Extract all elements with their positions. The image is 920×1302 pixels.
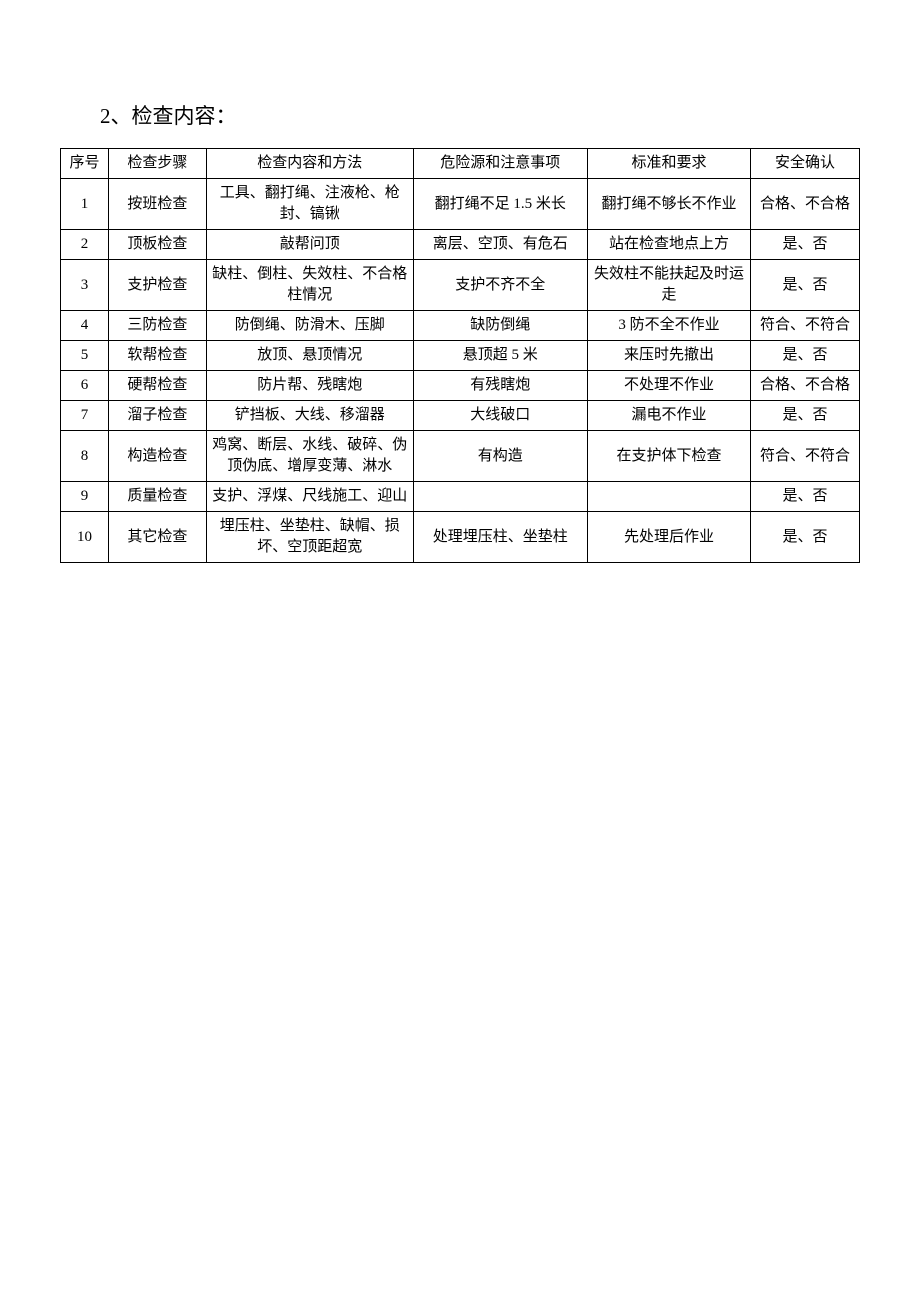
- table-cell: 合格、不合格: [751, 371, 860, 401]
- table-cell: 翻打绳不够长不作业: [587, 179, 750, 230]
- table-cell: 先处理后作业: [587, 512, 750, 563]
- table-row: 7溜子检查铲挡板、大线、移溜器大线破口漏电不作业是、否: [61, 401, 860, 431]
- table-cell: 构造检查: [108, 431, 206, 482]
- table-cell: 3: [61, 260, 109, 311]
- table-cell: 7: [61, 401, 109, 431]
- table-cell: 防片帮、残瞎炮: [206, 371, 413, 401]
- column-header: 序号: [61, 149, 109, 179]
- column-header: 标准和要求: [587, 149, 750, 179]
- table-cell: 溜子检查: [108, 401, 206, 431]
- table-cell: 缺柱、倒柱、失效柱、不合格柱情况: [206, 260, 413, 311]
- table-cell: 6: [61, 371, 109, 401]
- table-cell: 支护不齐不全: [413, 260, 587, 311]
- table-cell: 不处理不作业: [587, 371, 750, 401]
- table-cell: 来压时先撤出: [587, 341, 750, 371]
- table-cell: 铲挡板、大线、移溜器: [206, 401, 413, 431]
- table-cell: 顶板检查: [108, 230, 206, 260]
- table-cell: 漏电不作业: [587, 401, 750, 431]
- table-cell: 符合、不符合: [751, 431, 860, 482]
- table-cell: 敲帮问顶: [206, 230, 413, 260]
- table-cell: 离层、空顶、有危石: [413, 230, 587, 260]
- table-cell: 有构造: [413, 431, 587, 482]
- table-cell: 翻打绳不足 1.5 米长: [413, 179, 587, 230]
- table-row: 8构造检查鸡窝、断层、水线、破碎、伪顶伪底、增厚变薄、淋水有构造在支护体下检查符…: [61, 431, 860, 482]
- table-cell: 是、否: [751, 260, 860, 311]
- table-cell: 3 防不全不作业: [587, 311, 750, 341]
- table-cell: 支护、浮煤、尺线施工、迎山: [206, 482, 413, 512]
- table-body: 1按班检查工具、翻打绳、注液枪、枪封、镐锹翻打绳不足 1.5 米长翻打绳不够长不…: [61, 179, 860, 563]
- inspection-table: 序号 检查步骤 检查内容和方法 危险源和注意事项 标准和要求 安全确认 1按班检…: [60, 148, 860, 563]
- table-cell: 大线破口: [413, 401, 587, 431]
- table-cell: 站在检查地点上方: [587, 230, 750, 260]
- table-row: 10其它检查埋压柱、坐垫柱、缺帽、损坏、空顶距超宽处理埋压柱、坐垫柱先处理后作业…: [61, 512, 860, 563]
- column-header: 危险源和注意事项: [413, 149, 587, 179]
- table-cell: 防倒绳、防滑木、压脚: [206, 311, 413, 341]
- column-header: 检查步骤: [108, 149, 206, 179]
- table-cell: 2: [61, 230, 109, 260]
- table-cell: 处理埋压柱、坐垫柱: [413, 512, 587, 563]
- table-cell: 支护检查: [108, 260, 206, 311]
- table-cell: 鸡窝、断层、水线、破碎、伪顶伪底、增厚变薄、淋水: [206, 431, 413, 482]
- table-row: 2顶板检查敲帮问顶离层、空顶、有危石站在检查地点上方是、否: [61, 230, 860, 260]
- table-cell: 质量检查: [108, 482, 206, 512]
- table-cell: [413, 482, 587, 512]
- section-title: 2、检查内容：: [100, 100, 860, 130]
- table-cell: 8: [61, 431, 109, 482]
- table-cell: 4: [61, 311, 109, 341]
- table-cell: 失效柱不能扶起及时运走: [587, 260, 750, 311]
- table-header-row: 序号 检查步骤 检查内容和方法 危险源和注意事项 标准和要求 安全确认: [61, 149, 860, 179]
- table-cell: 5: [61, 341, 109, 371]
- table-cell: 10: [61, 512, 109, 563]
- column-header: 检查内容和方法: [206, 149, 413, 179]
- table-cell: 三防检查: [108, 311, 206, 341]
- table-cell: 有残瞎炮: [413, 371, 587, 401]
- table-cell: 是、否: [751, 230, 860, 260]
- table-row: 3支护检查缺柱、倒柱、失效柱、不合格柱情况支护不齐不全失效柱不能扶起及时运走是、…: [61, 260, 860, 311]
- table-row: 5软帮检查放顶、悬顶情况悬顶超 5 米来压时先撤出是、否: [61, 341, 860, 371]
- table-row: 9质量检查支护、浮煤、尺线施工、迎山 是、否: [61, 482, 860, 512]
- table-row: 4三防检查防倒绳、防滑木、压脚缺防倒绳3 防不全不作业符合、不符合: [61, 311, 860, 341]
- table-row: 6硬帮检查防片帮、残瞎炮有残瞎炮不处理不作业合格、不合格: [61, 371, 860, 401]
- table-cell: 合格、不合格: [751, 179, 860, 230]
- table-cell: 放顶、悬顶情况: [206, 341, 413, 371]
- table-cell: 缺防倒绳: [413, 311, 587, 341]
- table-cell: 工具、翻打绳、注液枪、枪封、镐锹: [206, 179, 413, 230]
- table-cell: 是、否: [751, 512, 860, 563]
- table-cell: 符合、不符合: [751, 311, 860, 341]
- table-cell: 是、否: [751, 341, 860, 371]
- table-cell: 其它检查: [108, 512, 206, 563]
- table-cell: 悬顶超 5 米: [413, 341, 587, 371]
- table-cell: 是、否: [751, 482, 860, 512]
- column-header: 安全确认: [751, 149, 860, 179]
- table-cell: 是、否: [751, 401, 860, 431]
- table-cell: 9: [61, 482, 109, 512]
- table-cell: [587, 482, 750, 512]
- table-cell: 埋压柱、坐垫柱、缺帽、损坏、空顶距超宽: [206, 512, 413, 563]
- table-cell: 在支护体下检查: [587, 431, 750, 482]
- table-row: 1按班检查工具、翻打绳、注液枪、枪封、镐锹翻打绳不足 1.5 米长翻打绳不够长不…: [61, 179, 860, 230]
- table-cell: 按班检查: [108, 179, 206, 230]
- table-cell: 1: [61, 179, 109, 230]
- table-cell: 软帮检查: [108, 341, 206, 371]
- table-cell: 硬帮检查: [108, 371, 206, 401]
